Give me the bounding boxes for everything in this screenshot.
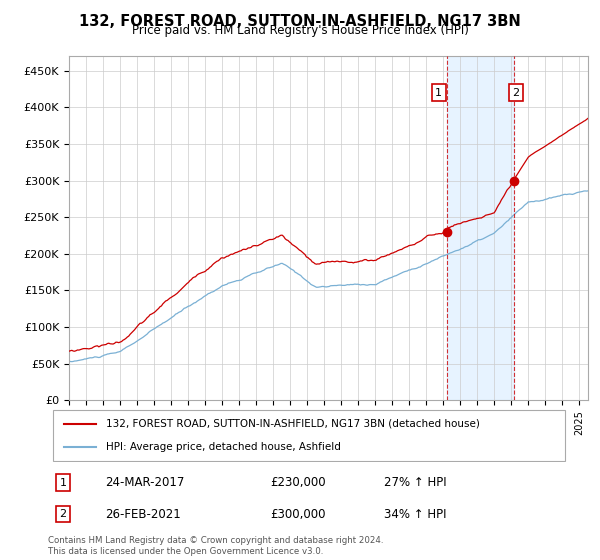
Text: £230,000: £230,000 — [270, 476, 326, 489]
Text: 34% ↑ HPI: 34% ↑ HPI — [384, 507, 446, 521]
Text: 132, FOREST ROAD, SUTTON-IN-ASHFIELD, NG17 3BN (detached house): 132, FOREST ROAD, SUTTON-IN-ASHFIELD, NG… — [106, 419, 480, 429]
Text: 1: 1 — [435, 87, 442, 97]
Text: Price paid vs. HM Land Registry's House Price Index (HPI): Price paid vs. HM Land Registry's House … — [131, 24, 469, 37]
FancyBboxPatch shape — [53, 410, 565, 461]
Text: 27% ↑ HPI: 27% ↑ HPI — [384, 476, 446, 489]
Bar — [447, 56, 514, 400]
Text: £300,000: £300,000 — [270, 507, 325, 521]
Text: 2: 2 — [59, 509, 67, 519]
Text: 24-MAR-2017: 24-MAR-2017 — [105, 476, 184, 489]
Text: HPI: Average price, detached house, Ashfield: HPI: Average price, detached house, Ashf… — [106, 442, 341, 452]
Text: 2: 2 — [512, 87, 519, 97]
Text: 26-FEB-2021: 26-FEB-2021 — [105, 507, 181, 521]
Text: Contains HM Land Registry data © Crown copyright and database right 2024.
This d: Contains HM Land Registry data © Crown c… — [48, 536, 383, 556]
Text: 132, FOREST ROAD, SUTTON-IN-ASHFIELD, NG17 3BN: 132, FOREST ROAD, SUTTON-IN-ASHFIELD, NG… — [79, 14, 521, 29]
Text: 1: 1 — [59, 478, 67, 488]
